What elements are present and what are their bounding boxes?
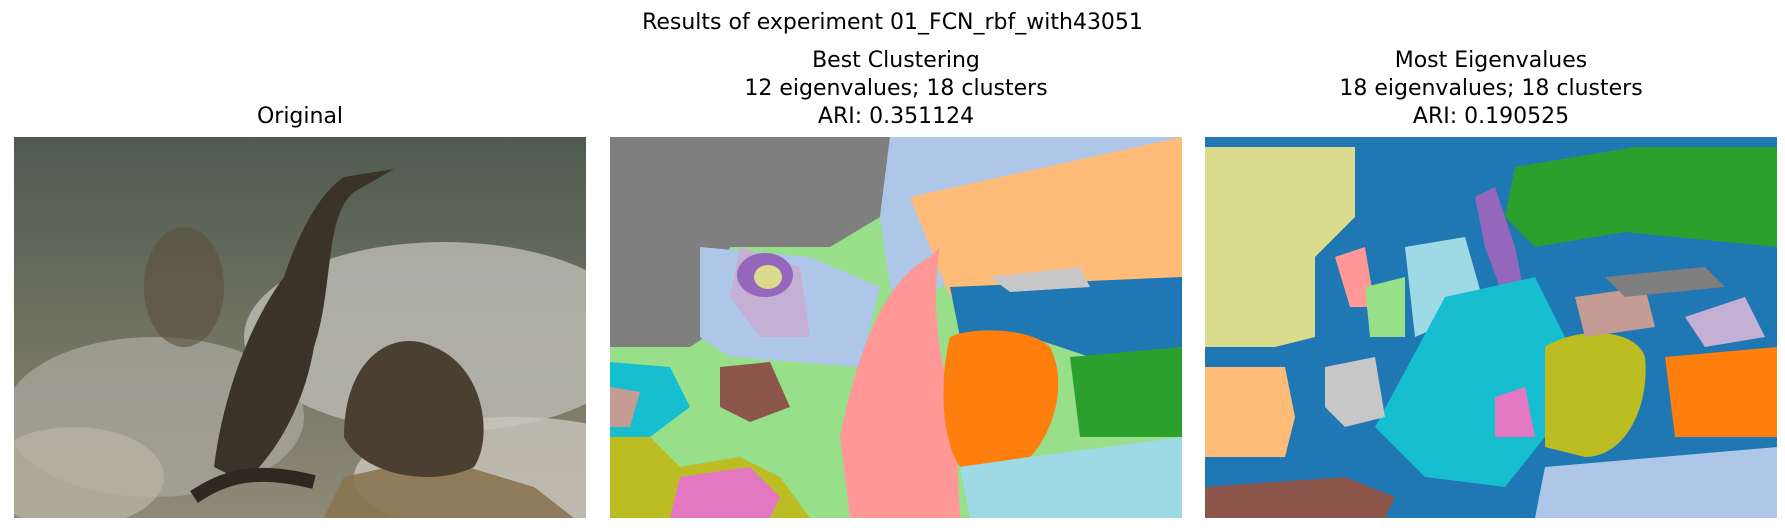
panel-title-line-2: 18 eigenvalues; 18 clusters (1339, 76, 1643, 101)
panel-title-original: Original (256, 104, 344, 129)
panel-title-line-3: ARI: 0.351124 (817, 104, 975, 129)
most-eigenvalues-segmentation (1205, 137, 1777, 518)
most-eigenvalues-segmentation-image (1205, 137, 1777, 518)
panel-title-line-1: Best Clustering (812, 48, 980, 73)
figure-suptitle: Results of experiment 01_FCN_rbf_with430… (642, 10, 1143, 35)
panel-title-line-3: ARI: 0.190525 (1412, 104, 1570, 129)
original-photo (14, 137, 586, 518)
best-clustering-segmentation-image (610, 137, 1182, 518)
panel-title-line-2: 12 eigenvalues; 18 clusters (744, 76, 1048, 101)
panel-title-line-1: Most Eigenvalues (1394, 48, 1588, 73)
cormorants-photo-image (14, 137, 586, 518)
best-clustering-segmentation (610, 137, 1182, 518)
